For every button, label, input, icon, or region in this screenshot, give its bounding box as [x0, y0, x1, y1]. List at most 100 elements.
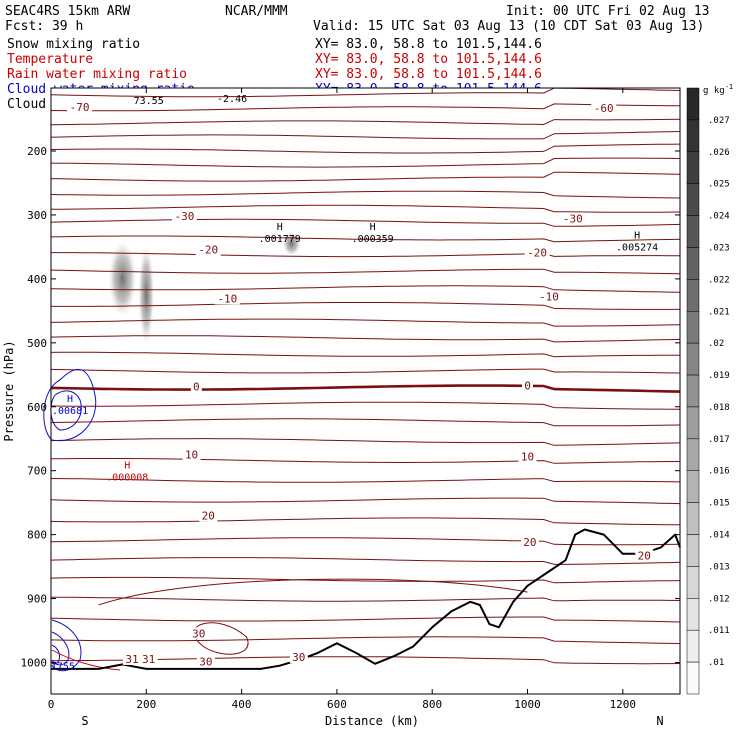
colorbar-swatch [686, 119, 700, 153]
colorbar-label: .021 [708, 307, 730, 317]
isotherm-line [50, 143, 681, 154]
colorbar-swatch [686, 502, 700, 535]
x-tick-label: 1000 [514, 698, 541, 711]
isotherm-line [98, 578, 528, 606]
field-legend: Snow mixing ratio XY= 83.0, 58.8 to 101.5… [7, 37, 542, 112]
label-knockout [522, 379, 534, 392]
isotherm-line [50, 438, 681, 446]
colorbar-swatch [686, 438, 700, 471]
isotherm-line [50, 557, 681, 565]
label-knockout [196, 655, 215, 668]
extremum-marker: H [277, 222, 283, 233]
isotherm-line [50, 517, 681, 526]
colorbar-label: .01 [708, 658, 724, 668]
isotherm-line [50, 401, 680, 410]
plot-background [51, 88, 680, 694]
colorbar-label: .014 [708, 531, 730, 541]
isotherm-line [50, 335, 681, 343]
extremum-marker: H [634, 230, 640, 241]
colorbar-label: .019 [708, 371, 730, 381]
label-knockout [189, 627, 208, 640]
label-knockout [139, 652, 158, 665]
temperature-label: -20 [527, 246, 547, 259]
field-xy: XY= 83.0, 58.8 to 101.5,144.6 [315, 52, 542, 67]
temperature-label: -30 [174, 210, 194, 223]
y-tick-label: 800 [27, 529, 47, 542]
isotherm-line [50, 318, 681, 327]
valid-time: Valid: 15 UTC Sat 03 Aug 13 (10 CDT Sat … [313, 19, 704, 34]
snow-shading [108, 231, 301, 345]
colorbar-label: .024 [708, 212, 730, 222]
forecast-hour: Fcst: 39 h [5, 19, 83, 34]
y-axis-label: Pressure (hPa) [2, 340, 16, 441]
isotherm-line [50, 418, 681, 427]
plot-frame [50, 87, 681, 695]
colorbar-label: .012 [708, 594, 730, 604]
isotherm-line [51, 252, 680, 258]
contour-labels: -70 -60 -30 -30 -20 -20 -10 -10 0 0 10 10 20 20 20 30 30… [51, 94, 658, 673]
snow-mixing-blob [108, 240, 137, 317]
extremum-marker: H [67, 394, 73, 405]
x-tick-label: 800 [422, 698, 442, 711]
colorbar-swatch [686, 406, 700, 440]
snow-mixing-blob [138, 244, 155, 345]
temperature-label: -20 [198, 244, 218, 257]
y-tick-label: 600 [27, 401, 47, 414]
label-knockout [67, 101, 93, 114]
label-knockout [536, 290, 562, 303]
south-endpoint: S [81, 714, 88, 728]
terrain-profile [51, 528, 681, 670]
isotherm-line [50, 235, 681, 243]
temperature-label: -70 [70, 101, 90, 114]
colorbar-swatch [686, 215, 700, 248]
colorbar-swatch [686, 87, 700, 121]
y-tick-label: 700 [27, 465, 47, 478]
colorbar-swatch [686, 151, 700, 184]
temperature-label: -10 [539, 290, 559, 303]
temperature-label: 10 [521, 450, 534, 463]
temperature-label: 31 [142, 653, 155, 666]
rain-water-contour [51, 649, 121, 671]
cloud-water-contour [43, 368, 97, 442]
extremum-value: 1755 [51, 662, 75, 673]
label-knockout [520, 535, 539, 548]
y-tick-label: 1000 [21, 657, 48, 670]
axes: 0 200 400 600 800 1000 12002003004005006007008… [21, 88, 680, 711]
colorbar-label: .027 [708, 116, 730, 126]
label-knockout [171, 209, 197, 222]
colorbar-label: .016 [708, 467, 730, 477]
colorbar-label: .023 [708, 243, 730, 253]
y-tick-label: 900 [27, 593, 47, 606]
extremum-value: .005274 [616, 242, 658, 253]
temperature-label: 31 [125, 653, 138, 666]
label-knockout [182, 448, 201, 461]
isotherm-line [50, 458, 680, 464]
colorbar-swatch [686, 661, 700, 695]
field-xy: XY= 83.0, 58.8 to 101.5,144.6 [315, 67, 542, 82]
label-knockout [591, 101, 617, 114]
field-name: Rain water mixing ratio [7, 67, 187, 82]
isotherm-line [50, 368, 681, 374]
temperature-label: 30 [199, 656, 212, 669]
temperature-label: 0 [524, 379, 531, 392]
label-knockout [289, 651, 308, 664]
north-endpoint: N [656, 714, 663, 728]
y-tick-label: 200 [27, 145, 47, 158]
extremum-value: .000008 [106, 472, 148, 483]
isotherm-line [50, 103, 681, 112]
colorbar-swatch [686, 311, 700, 344]
freezing-level-line [50, 384, 681, 393]
colorbar-swatch [686, 342, 700, 376]
colorbar-label: .026 [708, 148, 730, 158]
isotherm-line [50, 171, 681, 182]
extremum-value: .001779 [259, 234, 301, 245]
extremum-value: .00681 [52, 406, 88, 417]
rain-water-contours [51, 649, 121, 671]
temperature-label: -10 [217, 292, 237, 305]
colorbar-swatch [686, 566, 700, 599]
label-knockout [635, 549, 654, 562]
center-title: NCAR/MMM [225, 4, 288, 19]
colorbar-label: .025 [708, 180, 730, 190]
colorbar-label: .02 [708, 339, 724, 349]
